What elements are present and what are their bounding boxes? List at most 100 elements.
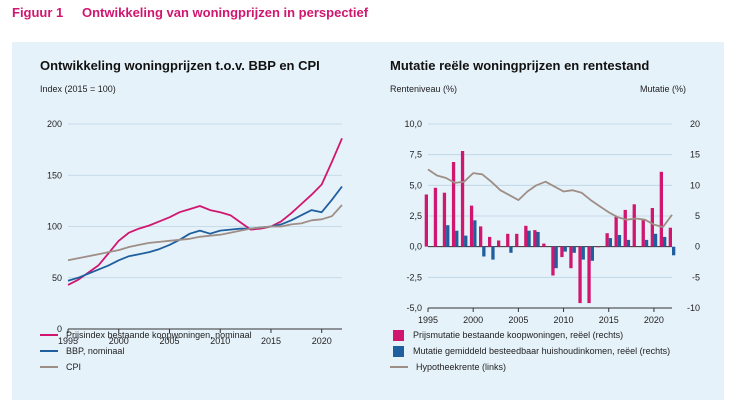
legend-item-hypotheekrente: Hypotheekrente (links) [390,359,670,375]
x-tick-label: 2005 [159,336,179,346]
bar-prijsmutatie [524,225,528,247]
legend-label-inkomen: Mutatie gemiddeld besteedbaar huishoudin… [413,346,671,356]
x-tick-label: 2015 [599,315,619,325]
y-tick-label: 10,0 [404,119,422,129]
series-line-bbp [67,185,343,282]
y-tick-label: 7,5 [409,150,422,160]
bar-prijsmutatie [569,246,573,269]
bar-inkomen [653,233,658,247]
left-y-axis-label: Index (2015 = 100) [40,84,116,94]
y-tick-label: -2,5 [406,272,422,282]
bar-prijsmutatie [479,226,483,247]
y2-tick-label: -5 [692,272,700,282]
bar-prijsmutatie [497,240,501,247]
legend-item-prijsindex: Prijsindex bestaande koopwoningen, nomin… [40,327,252,343]
bar-inkomen [509,246,513,253]
bar-prijsmutatie [596,246,600,248]
right-chart: -5,0 -10 -2,5 -5 0,0 0 2,5 5 5,0 10 7,5 15 10,0 20 199… [404,119,700,325]
bar-inkomen [663,236,667,247]
legend-item-inkomen: Mutatie gemiddeld besteedbaar huishoudin… [390,343,670,359]
legend-item-cpi: CPI [40,359,252,375]
bar-prijsmutatie [605,233,609,247]
legend-swatch-prijsindex [40,334,58,336]
x-tick-label: 2005 [508,315,528,325]
x-tick-label: 2015 [261,336,281,346]
y2-tick-label: 5 [695,211,700,221]
bar-inkomen [554,246,558,269]
bar-inkomen [446,225,450,247]
left-chart-title: Ontwikkeling woningprijzen t.o.v. BBP en… [40,58,320,73]
bar-prijsmutatie [533,230,537,247]
legend-swatch-cpi [40,366,58,368]
series-line-cpi [67,204,343,262]
bar-inkomen [590,246,594,261]
figure-header: Figuur 1 Ontwikkeling van woningprijzen i… [12,5,368,20]
bar-inkomen [626,239,631,247]
legend-swatch-prijsmutatie [393,329,404,341]
bar-inkomen [608,238,612,247]
bar-prijsmutatie [650,208,654,247]
x-tick-label: 2000 [463,315,483,325]
bar-prijsmutatie [668,227,672,247]
legend-label-prijsmutatie: Prijsmutatie bestaande koopwoningen, reë… [413,330,624,340]
y-tick-label: 0,0 [409,242,422,252]
bar-prijsmutatie [442,192,447,247]
bar-prijsmutatie [578,246,582,304]
legend-swatch-bbp [40,350,58,352]
figure-number: Figuur 1 [12,5,64,20]
bar-inkomen [482,246,486,257]
series-line-prijsindex [67,137,343,286]
y-tick-label: 0 [57,324,62,334]
bar-prijsmutatie [451,162,456,247]
bar-prijsmutatie [623,209,627,247]
bar-inkomen [644,239,649,247]
bar-prijsmutatie [641,219,645,247]
y-tick-label: 2,5 [409,211,422,221]
bar-prijsmutatie [460,151,465,247]
x-tick-label: 2000 [109,336,129,346]
y2-tick-label: -10 [687,303,700,313]
bar-inkomen [464,235,468,247]
y2-tick-label: 0 [695,242,700,252]
y2-tick-label: 20 [690,119,700,129]
bar-inkomen [563,246,567,252]
y-tick-label: 200 [47,119,62,129]
right-y-axis-label: Renteniveau (%) [390,84,458,94]
x-tick-label: 2020 [644,315,664,325]
figure-title: Ontwikkeling van woningprijzen in perspe… [82,5,369,20]
bar-inkomen [572,246,576,253]
bar-prijsmutatie [515,233,519,247]
x-tick-label: 2020 [312,336,332,346]
legend-swatch-hypotheekrente [390,366,408,368]
series-line-hypotheekrente [427,168,673,228]
legend-label-cpi: CPI [66,362,82,372]
legend-label-hypotheekrente: Hypotheekrente (links) [416,362,507,372]
x-tick-label: 2010 [554,315,574,325]
figure-panel: Ontwikkeling woningprijzen t.o.v. BBP en… [12,42,724,400]
bar-inkomen [672,246,676,256]
bar-prijsmutatie [659,171,663,247]
y2-tick-label: 15 [690,150,700,160]
bar-inkomen [617,235,622,247]
legend-swatch-inkomen [393,345,404,357]
bar-prijsmutatie [542,243,546,247]
right-chart-title: Mutatie reële woningprijzen en rentestan… [390,58,650,73]
legend-label-bbp: BBP, nominaal [66,346,125,356]
x-tick-label: 1995 [58,336,78,346]
y2-tick-label: 10 [690,180,700,190]
x-tick-label: 1995 [418,315,438,325]
bar-prijsmutatie [560,246,564,258]
x-tick-label: 2010 [210,336,230,346]
bar-prijsmutatie [587,246,591,304]
right-legend: Prijsmutatie bestaande koopwoningen, reë… [390,327,670,375]
bar-inkomen [536,231,540,247]
bar-prijsmutatie [424,194,428,247]
y-tick-label: 50 [52,273,62,283]
bar-prijsmutatie [614,216,618,247]
y-tick-label: 100 [47,222,62,232]
bar-prijsmutatie [469,205,474,247]
left-chart: 0 50 100 150 200 1995 2000 2005 2010 2015 2020 [47,119,343,346]
bar-inkomen [491,246,495,260]
y-tick-label: -5,0 [406,303,422,313]
legend-item-bbp: BBP, nominaal [40,343,252,359]
